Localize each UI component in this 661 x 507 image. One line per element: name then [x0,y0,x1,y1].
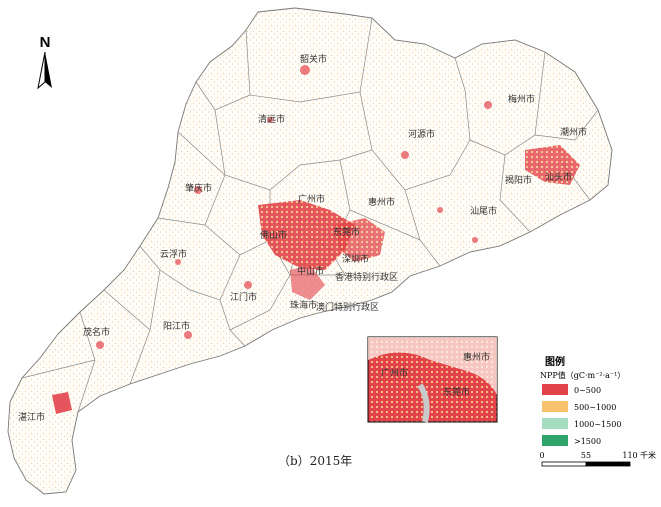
city-label-meizhou: 梅州市 [508,93,535,105]
legend-swatch [542,418,568,429]
city-label-shantou: 汕头市 [545,171,572,183]
figure-caption: （b）2015年 [278,454,353,468]
legend-label: 0~500 [574,386,601,395]
npp-patches [52,65,580,414]
city-label-zhanjiang: 湛江市 [18,411,45,423]
inset-label-guangzhou: 广州市 [381,367,408,379]
city-label-zhongshan: 中山市 [297,265,324,277]
city-label-macao: 澳门特别行政区 [316,301,379,313]
legend-swatch [542,384,568,395]
legend-subtitle: NPP值（gC·m⁻²·a⁻¹） [540,370,625,380]
scale-tick-1: 55 [581,451,591,460]
city-label-hongkong: 香港特别行政区 [335,271,398,283]
scale-tick-0: 0 [539,451,544,460]
city-label-guangzhou: 广州市 [298,193,325,205]
city-label-jiangmen: 江门市 [230,291,257,303]
city-label-shanwei: 汕尾市 [470,205,497,217]
legend-label: >1500 [574,437,601,446]
city-label-maoming: 茂名市 [83,326,110,338]
scale-unit: 千米 [640,450,656,460]
legend: 图例 NPP值（gC·m⁻²·a⁻¹） 0~500 500~1000 1000~15… [540,355,625,446]
city-label-foshan: 佛山市 [260,229,287,241]
city-label-yangjiang: 阳江市 [163,320,190,332]
city-label-chaozhou: 潮州市 [560,126,587,138]
city-label-qingyuan: 清远市 [258,113,285,125]
city-label-huizhou: 惠州市 [368,196,395,208]
city-label-zhaoqing: 肇庆市 [185,182,212,194]
legend-swatch [542,401,568,412]
city-label-zhuhai: 珠海市 [290,299,317,311]
legend-label: 1000~1500 [574,420,621,429]
legend-label: 500~1000 [574,403,616,412]
inset-map: 惠州市 广州市 东莞市 [367,336,498,423]
legend-title: 图例 [545,355,565,368]
north-label: N [40,34,51,51]
north-arrow-icon: N [37,34,52,90]
scale-bar: 0 55 110 千米 [539,450,656,467]
inset-label-dongguan: 东莞市 [443,386,470,398]
city-label-shenzhen: 深圳市 [342,253,369,265]
scale-tick-2: 110 [622,451,637,460]
inset-label-huizhou: 惠州市 [463,351,490,363]
city-label-heyuan: 河源市 [408,128,435,140]
city-label-jieyang: 揭阳市 [505,174,532,186]
legend-items: 0~500 500~1000 1000~1500 >1500 [542,384,621,446]
legend-swatch [542,435,568,446]
city-label-shaoguan: 韶关市 [300,53,327,65]
city-labels: 韶关市 梅州市 清远市 河源市 潮州市 肇庆市 广州市 惠州市 揭阳市 汕头市 … [18,53,587,423]
city-label-dongguan: 东莞市 [333,226,360,238]
city-label-yunfu: 云浮市 [160,248,187,260]
